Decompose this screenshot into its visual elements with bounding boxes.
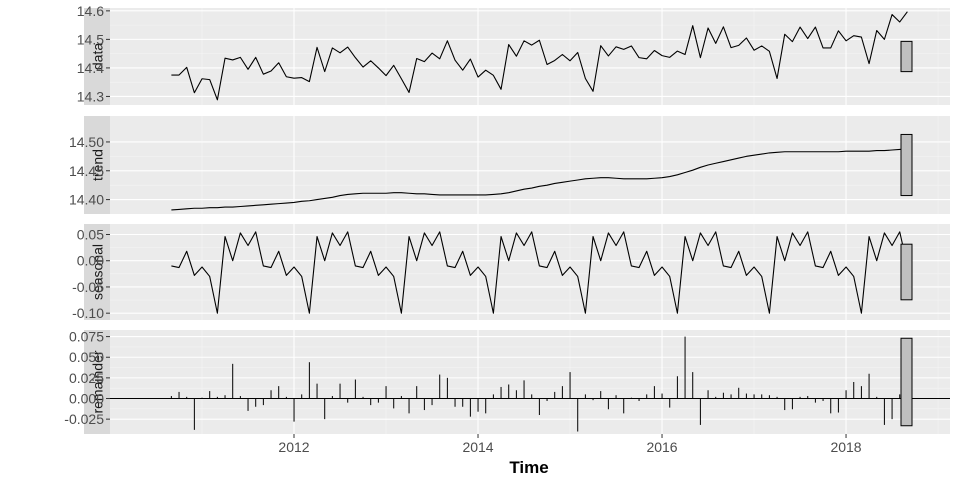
y-tick-label: 0.000 [69,391,104,407]
panel-background-data [110,8,950,105]
y-tick-label: 0.050 [69,349,104,365]
x-axis: 2012 2014 2016 2018 [278,434,861,455]
y-tick-label: 14.50 [69,134,104,150]
panel-background-seasonal [110,224,950,320]
y-tick-label: 14.40 [69,192,104,208]
y-tick-label: 14.3 [77,88,104,104]
range-bar-trend [901,134,912,195]
y-tick-label: 14.6 [77,3,104,19]
panel-background-remainder [110,330,950,434]
range-bar-remainder [901,338,912,425]
x-tick-label: 2018 [830,439,861,455]
x-axis-title: Time [509,458,548,477]
x-tick-label: 2014 [462,439,493,455]
y-tick-label: 0.025 [69,370,104,386]
y-tick-label: 0.05 [77,226,104,242]
y-tick-label: -0.025 [64,411,104,427]
y-tick-label: -0.10 [72,305,104,321]
y-tick-label: 14.5 [77,31,104,47]
y-tick-label: -0.05 [72,279,104,295]
y-tick-label: 14.4 [77,60,104,76]
panel-seasonal: seasonal-0.10-0.050.000.05 [72,224,950,321]
x-tick-label: 2016 [646,439,677,455]
range-bar-data [901,41,912,71]
range-bar-seasonal [901,244,912,300]
y-tick-label: 14.45 [69,163,104,179]
y-tick-label: 0.00 [77,253,104,269]
x-tick-label: 2012 [278,439,309,455]
y-tick-label: 0.075 [69,329,104,345]
